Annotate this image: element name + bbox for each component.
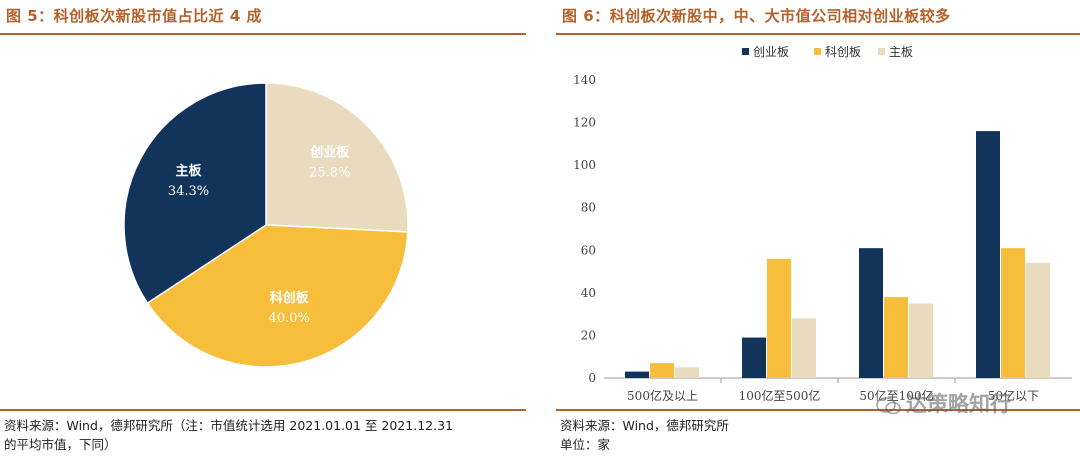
bar (884, 297, 908, 378)
x-tick-label: 50亿至100亿 (859, 388, 933, 403)
legend-swatch (742, 48, 749, 55)
pie-slice-name: 主板 (175, 163, 202, 179)
source-line-1: 资料来源：Wind，德邦研究所（注：市值统计选用 2021.01.01 至 20… (4, 418, 453, 433)
bar (1001, 248, 1025, 378)
bar (625, 371, 649, 378)
y-tick-label: 60 (581, 243, 596, 257)
legend-label: 创业板 (753, 45, 789, 59)
unit-line: 单位：家 (560, 437, 611, 452)
pie-slice-name: 创业板 (309, 144, 350, 160)
figure6-title: 图 6：科创板次新股中，中、大市值公司相对创业板较多 (562, 7, 951, 25)
bar (742, 337, 766, 378)
figure6-source: 资料来源：Wind，德邦研究所 单位：家 (560, 416, 1080, 454)
figure5-source: 资料来源：Wind，德邦研究所（注：市值统计选用 2021.01.01 至 20… (4, 416, 524, 454)
source-line-1: 资料来源：Wind，德邦研究所 (560, 418, 729, 433)
left-panel: 图 5：科创板次新股市值占比近 4 成 创业板 25.8% 科创板 40.0% 主板 34… (0, 0, 526, 458)
bar (976, 131, 1000, 378)
pie-slice-label: 40.0% (269, 311, 310, 326)
y-tick-label: 20 (581, 328, 596, 342)
legend-label: 科创板 (825, 45, 861, 59)
y-tick-label: 0 (588, 371, 596, 385)
x-tick-label: 500亿及以上 (627, 388, 698, 403)
figure5-title: 图 5：科创板次新股市值占比近 4 成 (6, 7, 263, 25)
y-tick-label: 80 (581, 201, 596, 215)
legend-swatch (878, 48, 885, 55)
x-tick-label: 50亿以下 (988, 388, 1039, 403)
source-line-2: 的平均市值，下同） (4, 437, 117, 452)
pie-slice-label: 25.8% (309, 165, 350, 180)
y-tick-label: 40 (581, 286, 596, 300)
bar (650, 363, 674, 378)
wechat-icon (876, 397, 901, 415)
y-tick-label: 120 (573, 116, 596, 130)
y-tick-label: 100 (573, 158, 596, 172)
watermark: 达策略知行 (906, 392, 1011, 416)
bar (675, 367, 699, 378)
legend-swatch (814, 48, 821, 55)
bar (859, 248, 883, 378)
title-rule (556, 33, 1080, 35)
source-rule (0, 409, 526, 411)
bar (767, 258, 791, 378)
bar (1026, 263, 1050, 378)
y-tick-label: 140 (573, 73, 596, 87)
bar (909, 303, 933, 378)
pie-slice-label: 34.3% (168, 184, 209, 199)
pie-chart: 创业板 25.8% 科创板 40.0% 主板 34.3% (123, 82, 409, 368)
pie-slice (265, 82, 409, 233)
source-rule (556, 409, 1080, 411)
title-rule (0, 33, 526, 35)
legend-label: 主板 (889, 45, 913, 59)
right-panel: 图 6：科创板次新股中，中、大市值公司相对创业板较多 创业板 科创板 主板 0 20 40… (556, 0, 1080, 458)
x-tick-label: 100亿至500亿 (739, 388, 821, 403)
bar (792, 318, 816, 378)
pie-slice-name: 科创板 (270, 290, 310, 306)
pie-slice (123, 82, 267, 305)
bar-chart: 创业板 科创板 主板 0 20 40 60 80 100 120 140 500亿及以上 100亿至50… (573, 45, 1072, 403)
